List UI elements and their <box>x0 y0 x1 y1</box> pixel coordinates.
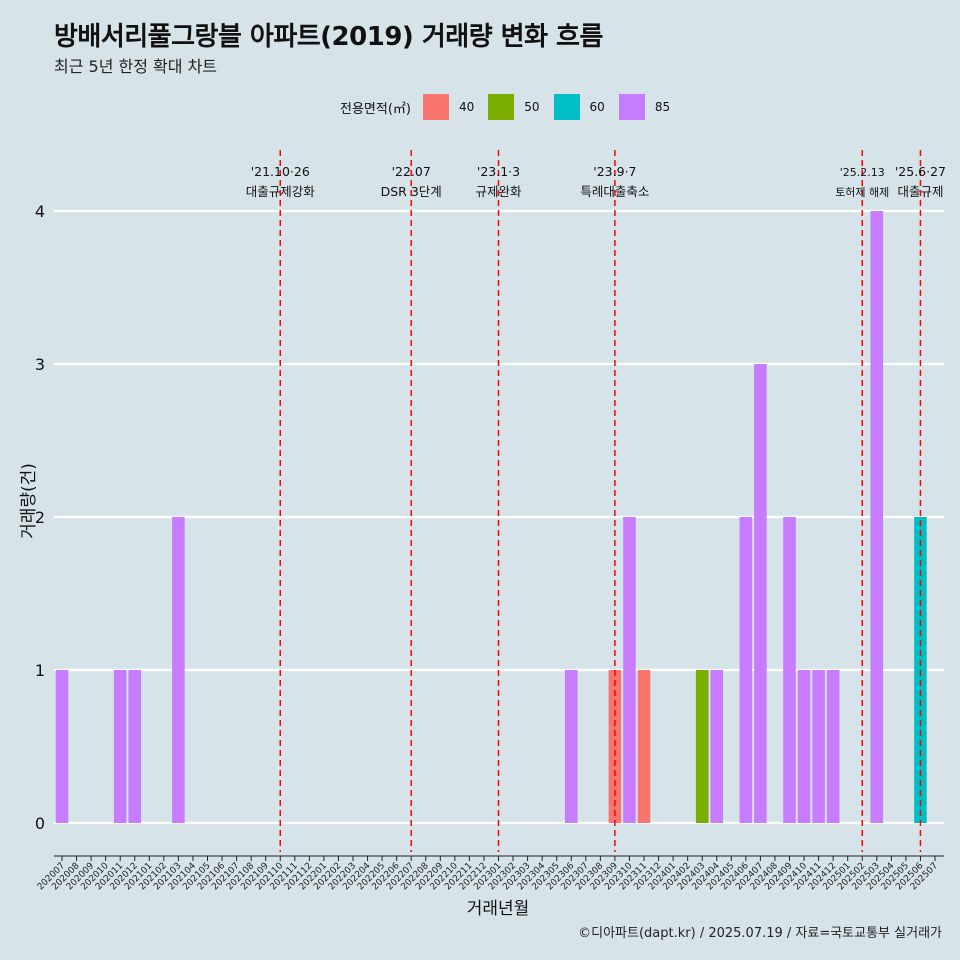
bar-85-202406 <box>739 517 753 823</box>
legend-label-50: 50 <box>524 100 540 114</box>
chart-subtitle: 최근 5년 한정 확대 차트 <box>54 57 218 76</box>
chart-title: 방배서리풀그랑블 아파트(2019) 거래량 변화 흐름 <box>54 22 603 52</box>
legend-item-85: 85 <box>618 94 671 120</box>
bar-85-202412 <box>826 670 840 823</box>
annotation-date: '22.07 <box>392 164 431 179</box>
legend-key-60 <box>553 94 580 120</box>
legend-label-85: 85 <box>654 100 671 114</box>
y-tick-label: 2 <box>35 508 45 527</box>
bar-85-202012 <box>128 670 142 823</box>
legend-item-40: 40 <box>422 94 475 120</box>
annotation-date: '23.1·3 <box>477 164 520 179</box>
bar-85-202310 <box>623 517 636 823</box>
legend-item-50: 50 <box>488 94 540 120</box>
legend-key-40 <box>422 94 449 120</box>
legend-title: 전용면적(㎡) <box>340 101 411 117</box>
bar-85-202411 <box>812 670 825 823</box>
bar-85-202306 <box>564 670 578 823</box>
annotation-label: 특례대출축소 <box>580 184 649 199</box>
annotations: '21.10·26 대출규제강화 '22.07 DSR 3단계 '23.1·3 규제완화 '… <box>246 150 946 852</box>
bar-85-202409 <box>783 517 796 823</box>
chart-caption: ©디아파트(dapt.kr) / 2025.07.19 / 자료=국토교통부 실… <box>578 926 942 941</box>
legend-key-50 <box>488 94 515 120</box>
y-tick-label: 3 <box>35 355 45 374</box>
bar-85-202011 <box>113 670 127 823</box>
legend-item-60: 60 <box>553 94 605 120</box>
bar-85-202103 <box>172 517 185 823</box>
bar-85-202007 <box>55 670 69 823</box>
legend-key-85 <box>618 94 645 120</box>
bar-85-202410 <box>797 670 811 823</box>
annotation-date: '25.6·27 <box>895 164 946 179</box>
y-tick-label: 0 <box>35 814 45 833</box>
x-axis-title: 거래년월 <box>467 899 530 919</box>
y-tick-label: 1 <box>35 661 45 680</box>
legend-label-40: 40 <box>458 100 475 114</box>
y-tick-label: 4 <box>35 202 45 221</box>
bars <box>55 211 927 823</box>
bar-85-202407 <box>754 364 767 823</box>
legend-label-60: 60 <box>589 100 605 114</box>
y-axis-title: 거래량(건) <box>19 463 39 539</box>
bar-40-202311 <box>637 670 651 823</box>
annotation-date: '23.9·7 <box>593 164 636 179</box>
bar-85-202404 <box>710 670 724 823</box>
annotation-label: 대출규제 <box>897 184 943 199</box>
legend: 전용면적(㎡) 40 50 60 85 <box>340 93 684 121</box>
annotation-date: '21.10·26 <box>251 164 310 179</box>
annotation-label: 규제완화 <box>475 184 522 199</box>
bar-50-202403 <box>695 670 709 823</box>
annotation-label: 토허제 해제 <box>835 185 889 199</box>
annotation-label: 대출규제강화 <box>246 184 316 199</box>
annotation-date: '25.2.13 <box>840 166 885 179</box>
bar-40-202309 <box>608 670 622 823</box>
bar-85-202503 <box>870 211 884 823</box>
annotation-label: DSR 3단계 <box>381 184 442 199</box>
